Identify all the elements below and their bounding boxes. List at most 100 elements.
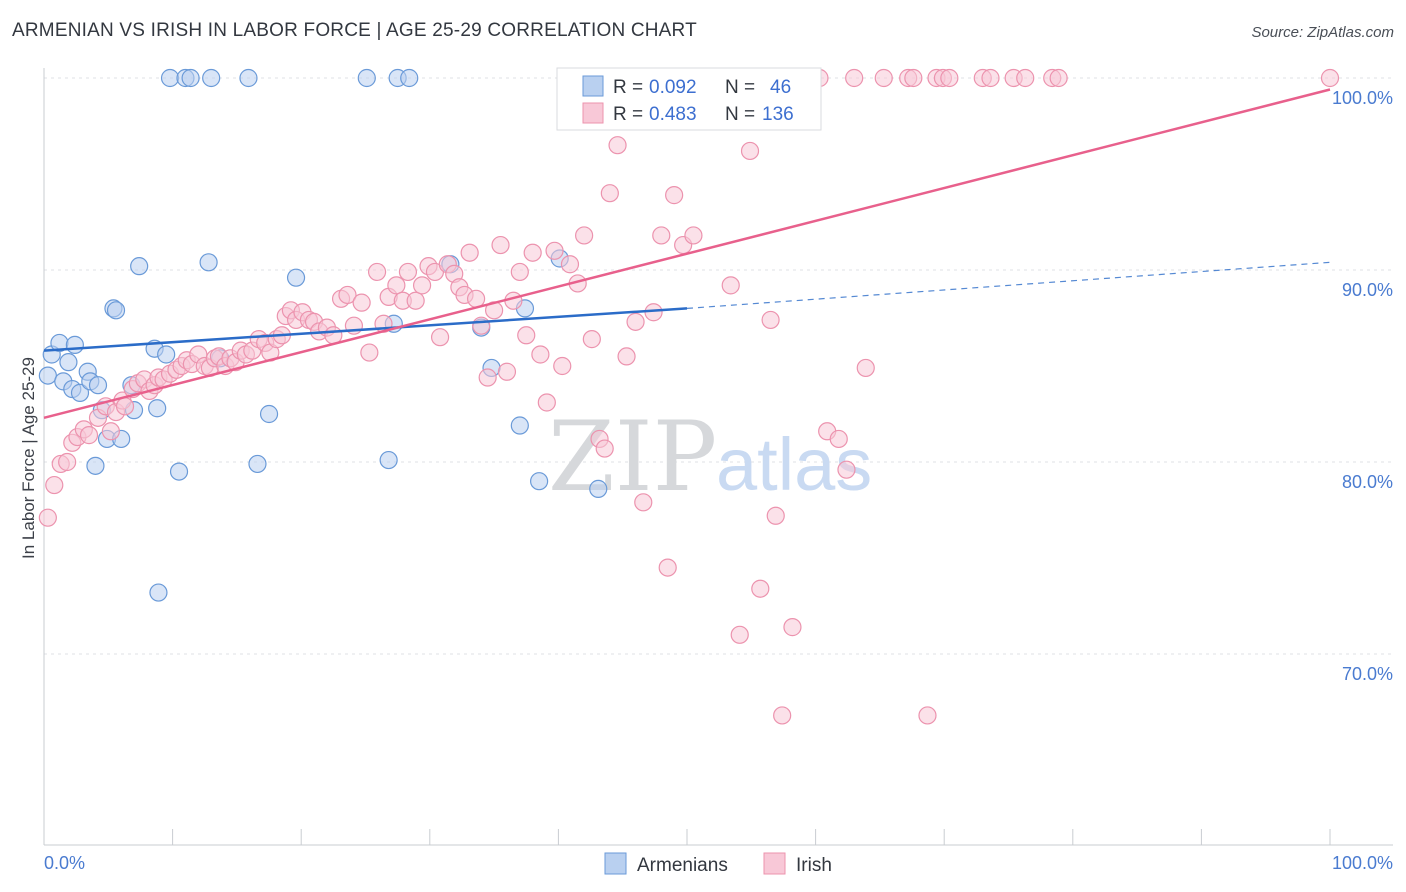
point-armenians (169, 462, 189, 481)
y-tick-labels: 70.0% 80.0% 90.0% 100.0% (1332, 88, 1393, 684)
point-irish (740, 141, 760, 161)
stats-legend: R = 0.092 N = 46 R = 0.483 N = 136 (556, 67, 822, 131)
point-irish (545, 241, 564, 260)
point-armenians (239, 68, 258, 88)
y-tick-label: 80.0% (1342, 472, 1393, 492)
point-irish (582, 330, 601, 349)
point-irish (1049, 68, 1068, 88)
legend-r-label-irish: R = (613, 104, 643, 125)
point-irish (412, 276, 432, 295)
legend-n-label-irish: N = (725, 104, 755, 125)
bottom-legend-swatch-armenians (604, 852, 627, 875)
point-irish (617, 347, 636, 366)
point-irish (721, 276, 740, 295)
point-irish (387, 276, 406, 295)
point-armenians (88, 376, 108, 395)
point-irish (58, 452, 77, 472)
legend-r-value-armenians: 0.092 (649, 77, 697, 98)
point-irish (626, 312, 645, 331)
point-armenians (357, 68, 376, 88)
bottom-legend-swatch-irish (763, 852, 786, 875)
point-irish (595, 439, 614, 458)
point-armenians (86, 456, 105, 475)
point-irish (352, 293, 371, 312)
point-irish (45, 475, 64, 495)
point-irish (406, 291, 425, 310)
point-armenians (148, 399, 167, 418)
point-irish (338, 285, 357, 305)
point-irish (1016, 68, 1035, 88)
legend-swatch-irish (582, 102, 604, 124)
point-armenians (589, 479, 608, 498)
point-armenians (149, 583, 168, 602)
point-irish (904, 68, 923, 88)
point-armenians (400, 68, 419, 88)
point-armenians (286, 268, 306, 287)
point-irish (101, 422, 120, 441)
axes (43, 68, 1393, 846)
point-irish (773, 706, 792, 725)
point-irish (38, 508, 57, 527)
point-irish (761, 310, 780, 330)
point-armenians (510, 416, 529, 435)
point-irish (531, 345, 550, 364)
bottom-legend-label-irish: Irish (796, 855, 832, 876)
chart-source: Source: ZipAtlas.com (1251, 24, 1394, 41)
point-irish (766, 506, 785, 525)
point-armenians (259, 404, 279, 424)
point-irish (517, 326, 536, 345)
watermark-zip: ZIP (548, 401, 717, 513)
point-armenians (157, 345, 176, 364)
point-irish (981, 68, 1000, 88)
point-armenians (130, 257, 149, 276)
point-irish (751, 579, 770, 598)
data-points (38, 68, 1340, 725)
point-irish (658, 558, 677, 577)
point-irish (634, 493, 653, 512)
point-irish (523, 243, 542, 262)
point-armenians (379, 450, 398, 470)
legend-n-label-armenians: N = (725, 77, 755, 98)
point-armenians (59, 353, 78, 372)
y-tick-label: 100.0% (1332, 88, 1393, 108)
legend-n-value-irish: 136 (762, 104, 794, 125)
point-irish (783, 618, 802, 637)
point-armenians (160, 68, 180, 88)
point-irish (856, 358, 875, 378)
legend-n-value-armenians: 46 (770, 77, 791, 98)
y-tick-label: 90.0% (1342, 280, 1393, 300)
point-irish (730, 625, 749, 644)
y-tick-label: 70.0% (1342, 664, 1393, 684)
bottom-legend-label-armenians: Armenians (637, 855, 728, 876)
point-armenians (106, 301, 126, 320)
point-irish (837, 460, 856, 479)
trend-line-armenians (43, 307, 688, 352)
point-irish (608, 136, 627, 155)
point-irish (560, 255, 580, 274)
legend-r-label-armenians: R = (613, 77, 643, 98)
point-irish (553, 356, 572, 376)
point-irish (367, 262, 387, 282)
trend-extension-armenians (686, 261, 1331, 309)
point-irish (940, 68, 959, 88)
point-irish (360, 343, 379, 362)
point-armenians (65, 335, 84, 354)
legend-r-value-irish: 0.483 (649, 104, 697, 125)
series-legend: Armenians Irish (604, 852, 832, 876)
trend-line-irish (43, 88, 1331, 420)
x-tick-label-min: 0.0% (44, 853, 85, 873)
point-irish (79, 426, 99, 445)
point-armenians (70, 383, 90, 402)
chart-title: ARMENIAN VS IRISH IN LABOR FORCE | AGE 2… (12, 20, 697, 41)
point-irish (575, 226, 594, 245)
point-armenians (202, 68, 221, 88)
point-irish (652, 226, 671, 245)
y-axis-label: In Labor Force | Age 25-29 (19, 357, 38, 559)
point-irish (430, 328, 450, 347)
point-irish (874, 68, 893, 88)
point-irish (537, 393, 556, 412)
point-armenians (199, 253, 218, 272)
point-irish (1320, 68, 1340, 88)
point-irish (115, 397, 135, 416)
point-armenians (248, 454, 267, 474)
